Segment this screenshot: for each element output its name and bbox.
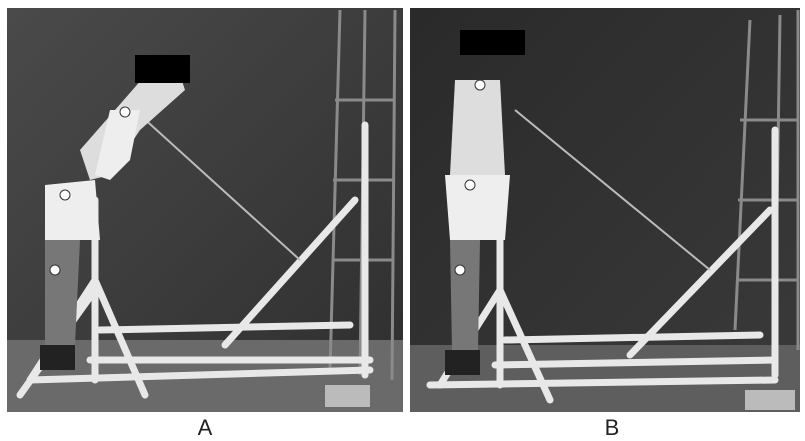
device — [745, 390, 795, 410]
panel-label: B — [605, 415, 620, 440]
photo-b — [410, 8, 800, 412]
device — [325, 385, 370, 407]
figure: A B — [0, 0, 805, 441]
page: A B (() => { const data = JSON.parse(doc… — [0, 0, 805, 441]
panel-label: A — [198, 415, 213, 440]
photo-a — [7, 8, 403, 412]
